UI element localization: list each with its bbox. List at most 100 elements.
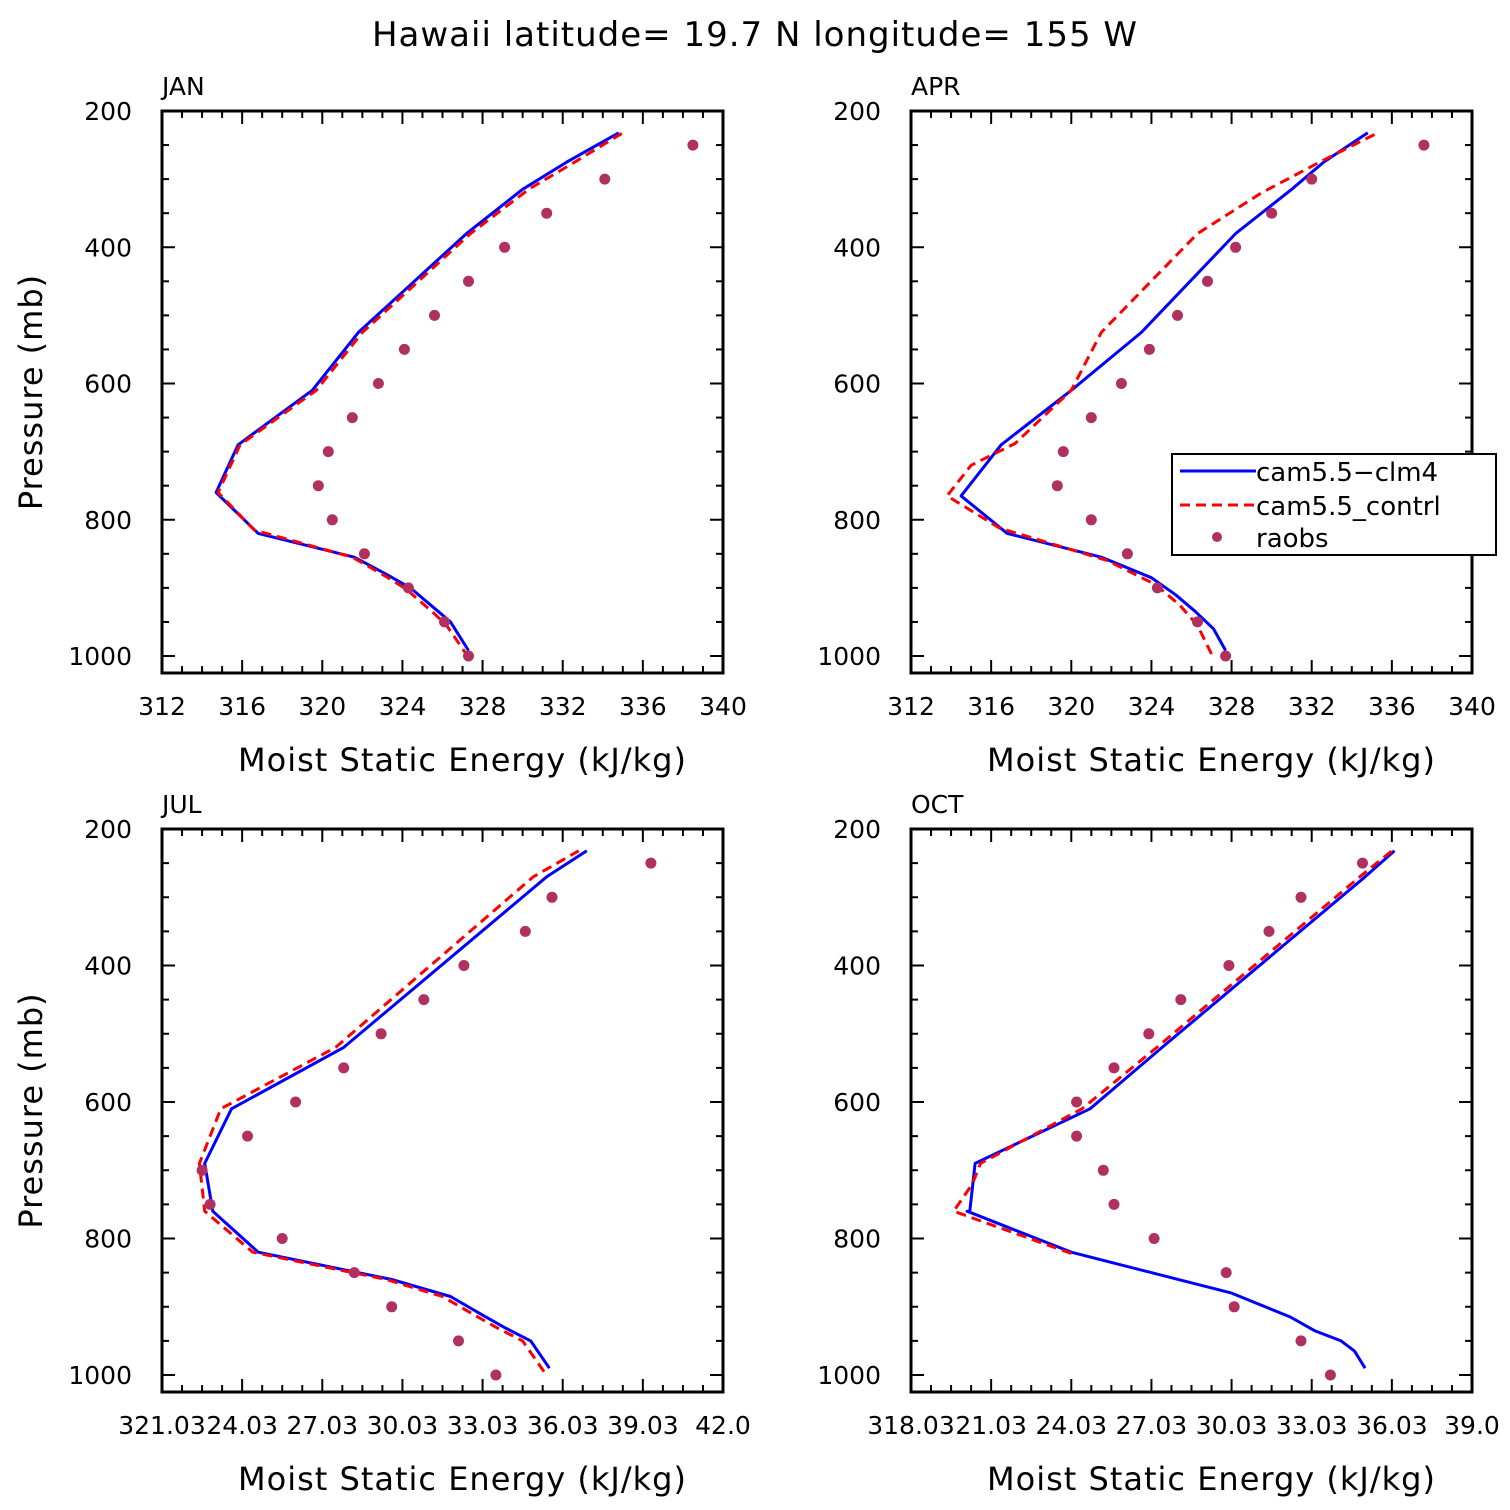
- raobs-point: [1263, 925, 1275, 937]
- panel-oct: OCT 318.03 21.03 24.03 27.03 30.03 33.03 36.03 3…: [817, 790, 1499, 1498]
- plot-frame: [160, 827, 725, 1394]
- raobs-point: [1085, 412, 1097, 424]
- x-tick-label: 332: [1288, 692, 1336, 721]
- raobs-point: [1266, 207, 1278, 219]
- raobs-point: [1228, 1301, 1240, 1313]
- x-tick-label: 30.03: [367, 1411, 439, 1440]
- y-tick-label: 1000: [817, 1361, 881, 1390]
- raobs-point: [322, 446, 334, 458]
- raobs-point: [1220, 1267, 1232, 1279]
- x-tick-label: 336: [1368, 692, 1416, 721]
- y-tick-label: 1000: [68, 642, 132, 671]
- raobs-point: [196, 1164, 208, 1176]
- raobs-point: [1357, 857, 1368, 869]
- y-tick-label: 200: [833, 97, 881, 126]
- x-tick-label: 324: [379, 692, 427, 721]
- y-tick-label: 200: [84, 815, 132, 844]
- raobs-point: [204, 1198, 216, 1210]
- series-line-contrl: [952, 849, 1393, 1255]
- raobs-point: [463, 275, 474, 287]
- panel-jul: JUL 321.03 24.03 27.03 30.03 33.03 36.03 39.03 4…: [12, 790, 751, 1498]
- legend-marker-raobs: [1212, 532, 1222, 542]
- x-tick-label: 320: [298, 692, 346, 721]
- raobs-point: [599, 173, 611, 185]
- raobs-point: [1121, 548, 1133, 560]
- legend-label-contrl: cam5.5_contrl: [1256, 492, 1441, 522]
- series-line-contrl: [197, 849, 580, 1373]
- raobs-point: [1057, 446, 1069, 458]
- raobs-point: [1071, 1130, 1083, 1142]
- raobs-point: [453, 1335, 464, 1347]
- y-tick-label: 200: [833, 815, 881, 844]
- raobs-point: [418, 994, 430, 1006]
- raobs-point: [429, 309, 440, 321]
- series-line-clm4: [214, 131, 620, 652]
- legend-label-raobs: raobs: [1256, 524, 1329, 554]
- raobs-point: [1220, 650, 1232, 662]
- raobs-point: [1306, 173, 1318, 185]
- x-tick-label: 321.03: [118, 1411, 205, 1440]
- x-tick-label: 340: [699, 692, 747, 721]
- y-axis-title: Pressure (mb): [12, 274, 50, 510]
- x-tick-label: 39.03: [607, 1411, 679, 1440]
- series-line-clm4: [203, 849, 588, 1370]
- x-tick-label: 42.0: [695, 1411, 751, 1440]
- legend-label-clm4: cam5.5−clm4: [1256, 458, 1438, 488]
- x-tick-label: 332: [539, 692, 587, 721]
- raobs-point: [499, 241, 511, 253]
- raobs-point: [1172, 309, 1183, 321]
- raobs-point: [1143, 1028, 1155, 1040]
- x-axis-title: Moist Static Energy (kJ/kg): [987, 741, 1436, 779]
- raobs-point: [546, 891, 558, 903]
- series-line-contrl: [945, 131, 1379, 655]
- series-line-contrl: [216, 131, 624, 659]
- raobs-point: [338, 1062, 350, 1074]
- raobs-point: [541, 207, 553, 219]
- y-tick-label: 800: [833, 506, 881, 535]
- raobs-point: [1151, 582, 1163, 594]
- raobs-point: [1071, 1096, 1083, 1108]
- x-tick-label: 39.0: [1444, 1411, 1500, 1440]
- raobs-point: [1108, 1062, 1120, 1074]
- raobs-point: [458, 960, 470, 971]
- x-tick-label: 336: [619, 692, 667, 721]
- x-tick-label: 324: [1128, 692, 1176, 721]
- series-line-clm4: [959, 131, 1369, 652]
- raobs-point: [1295, 891, 1307, 903]
- y-tick-label: 400: [833, 952, 881, 981]
- raobs-point: [1192, 616, 1203, 628]
- y-tick-label: 600: [833, 1088, 881, 1117]
- raobs-point: [386, 1301, 398, 1313]
- raobs-point: [326, 514, 338, 526]
- raobs-point: [1418, 139, 1430, 151]
- raobs-point: [1295, 1335, 1307, 1347]
- x-tick-label: 328: [459, 692, 507, 721]
- raobs-point: [490, 1369, 502, 1381]
- plot-frame: [909, 827, 1474, 1394]
- x-tick-label: 21.03: [955, 1411, 1027, 1440]
- raobs-point: [645, 857, 657, 869]
- raobs-point: [439, 616, 450, 628]
- x-tick-label: 36.03: [1356, 1411, 1428, 1440]
- x-tick-label: 312: [887, 692, 935, 721]
- y-tick-label: 800: [84, 1225, 132, 1254]
- x-tick-label: 340: [1448, 692, 1496, 721]
- x-axis-title: Moist Static Energy (kJ/kg): [238, 741, 687, 779]
- raobs-point: [1143, 343, 1155, 355]
- raobs-point: [1223, 960, 1235, 971]
- y-tick-label: 1000: [68, 1361, 132, 1390]
- y-axis-title: Pressure (mb): [12, 992, 50, 1228]
- x-tick-label: 318.03: [867, 1411, 954, 1440]
- raobs-point: [1097, 1164, 1109, 1176]
- panel-label: OCT: [911, 790, 964, 819]
- x-tick-label: 312: [138, 692, 186, 721]
- panel-jan: JAN 312 316 320 324 328 332 336 340 200 400 600 800 1…: [12, 72, 747, 779]
- raobs-point: [1085, 514, 1097, 526]
- y-tick-label: 400: [84, 952, 132, 981]
- raobs-point: [463, 650, 474, 662]
- raobs-point: [1175, 994, 1187, 1006]
- raobs-point: [372, 378, 384, 389]
- x-tick-label: 328: [1208, 692, 1256, 721]
- x-tick-label: 320: [1047, 692, 1095, 721]
